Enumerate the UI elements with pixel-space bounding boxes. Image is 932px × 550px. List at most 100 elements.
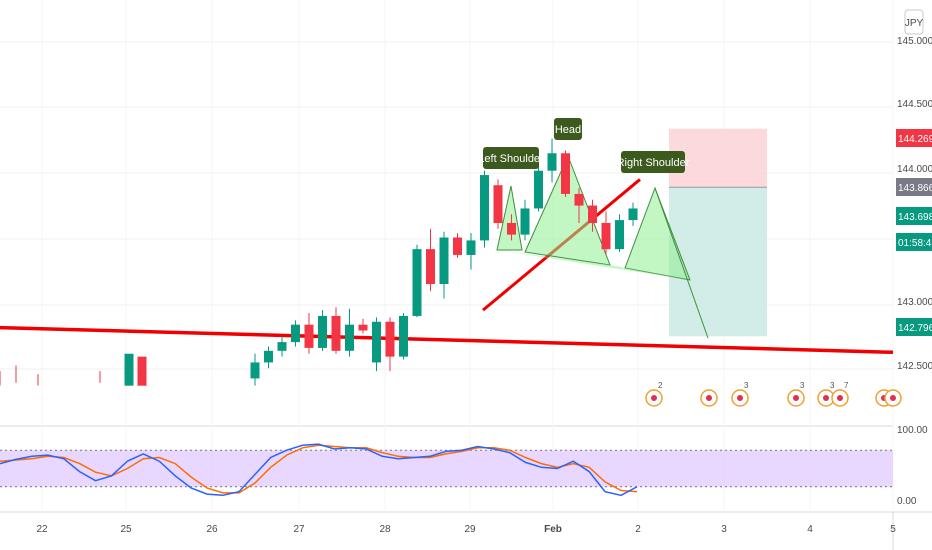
candle <box>318 310 327 351</box>
candle-body <box>534 170 543 209</box>
candle <box>439 231 449 299</box>
candle <box>345 308 354 357</box>
stochastic-band <box>0 450 893 487</box>
candle-body <box>137 356 147 386</box>
currency-badge-box[interactable] <box>904 9 924 35</box>
candle <box>358 318 368 334</box>
price-tag: 144.269 <box>896 129 932 147</box>
candle-body <box>480 175 489 241</box>
candle-body <box>372 321 381 363</box>
candle <box>331 307 341 354</box>
candle-body <box>304 324 314 348</box>
candle <box>250 353 260 386</box>
candle-body <box>520 208 530 235</box>
time-tick-label: 26 <box>206 524 218 535</box>
price-tag: 143.866 <box>896 178 932 196</box>
event-marker-count: 3 <box>744 381 749 390</box>
event-marker[interactable] <box>700 389 718 407</box>
price-tag-box <box>896 178 932 196</box>
price-tag-box <box>896 207 932 225</box>
pattern-labels: Left Shoulder Head Right Shoulder <box>478 118 690 173</box>
neckline-band <box>497 250 690 280</box>
candle <box>137 356 147 386</box>
head-shoulders-pattern <box>496 154 709 339</box>
event-marker-count: 7 <box>844 381 849 390</box>
stochastic-tick-label: 100.00 <box>897 425 928 436</box>
pattern-label-box <box>621 151 685 173</box>
pattern-label: Head <box>554 118 582 140</box>
event-marker[interactable]: 3 <box>817 381 835 407</box>
pattern-label-text: Head <box>555 124 581 136</box>
candle <box>507 214 516 241</box>
price-tag-label: 143.698 <box>898 212 932 223</box>
stochastic-tick-label: 0.00 <box>897 496 917 507</box>
candle-body <box>124 353 134 386</box>
time-axis: 22 25 26 27 28 29 Feb 2 3 4 5 <box>36 524 896 535</box>
candle <box>534 161 543 212</box>
pattern-label-box <box>483 147 539 169</box>
candle <box>588 199 597 232</box>
pattern-label-text: Right Shoulder <box>617 157 690 169</box>
price-axis: JPY 145.000 144.500 144.000 143.000 142.500 14… <box>896 9 932 507</box>
event-marker[interactable] <box>884 389 902 407</box>
candle-body <box>507 222 516 235</box>
event-marker-dot <box>890 395 896 401</box>
candle <box>628 202 638 226</box>
candle <box>291 320 300 347</box>
time-tick-label: 29 <box>464 524 476 535</box>
time-tick-label: Feb <box>544 524 562 535</box>
candle-body <box>399 315 408 357</box>
stochastic-d-line <box>0 444 638 494</box>
price-tick-label: 145.000 <box>897 36 932 47</box>
time-tick-label: 5 <box>890 524 896 535</box>
candle <box>412 244 422 318</box>
pattern-label-box <box>554 118 582 140</box>
event-marker[interactable]: 2 <box>645 381 663 407</box>
price-tick-label: 143.000 <box>897 297 932 308</box>
price-tag-box <box>896 233 932 251</box>
candle <box>574 188 584 223</box>
currency-label: JPY <box>905 18 924 29</box>
candle-body <box>574 193 584 206</box>
event-marker-dot <box>706 395 712 401</box>
candle-body <box>439 237 449 284</box>
candle-body <box>615 220 624 250</box>
pattern-label: Right Shoulder <box>617 151 690 173</box>
candle <box>124 353 134 386</box>
candle <box>520 199 530 241</box>
price-tag-label: 144.269 <box>898 134 932 145</box>
candle-body <box>318 315 327 348</box>
event-marker-count: 2 <box>658 381 663 390</box>
candle-body <box>547 153 557 171</box>
stop-loss-zone <box>669 128 767 188</box>
candle <box>493 179 503 229</box>
event-marker-count: 3 <box>830 381 835 390</box>
time-tick-label: 22 <box>36 524 48 535</box>
candle-body <box>493 185 503 223</box>
time-tick-label: 27 <box>293 524 305 535</box>
candle <box>304 313 314 354</box>
time-tick-label: 4 <box>807 524 813 535</box>
candle-body <box>561 153 570 194</box>
event-marker-count: 3 <box>800 381 805 390</box>
candle-body <box>345 324 354 351</box>
time-tick-label: 3 <box>721 524 727 535</box>
event-marker[interactable]: 3 <box>731 381 749 407</box>
stochastic-pane <box>0 443 893 497</box>
candle-body <box>331 315 341 351</box>
price-tag: 142.796 <box>896 318 932 336</box>
price-tag-box <box>896 318 932 336</box>
price-tick-label: 144.500 <box>897 99 932 110</box>
candle-body <box>588 205 597 223</box>
candle <box>466 233 476 270</box>
candle <box>561 150 570 197</box>
candle-body <box>358 324 368 331</box>
event-marker-dot <box>823 395 829 401</box>
event-marker[interactable]: 3 <box>787 381 805 407</box>
currency-badge[interactable]: JPY <box>904 9 924 35</box>
event-marker[interactable]: 7 <box>831 381 849 407</box>
candle <box>385 317 395 372</box>
candlestick-series <box>0 138 638 386</box>
candle-body <box>601 222 611 250</box>
